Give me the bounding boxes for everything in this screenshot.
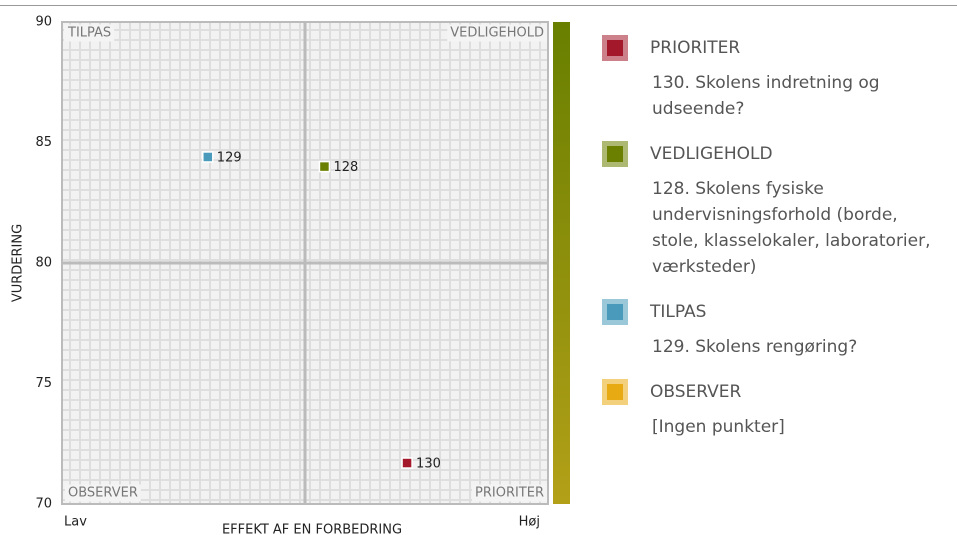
point-label: 129 — [217, 150, 242, 165]
quadrant-label-bg — [64, 24, 115, 42]
y-tick-label: 70 — [35, 497, 52, 512]
point — [202, 151, 214, 163]
legend-item: OBSERVER [Ingen punkter] — [602, 378, 942, 440]
legend-description: 129. Skolens rengøring? — [652, 337, 858, 357]
point-label: 130 — [416, 457, 441, 472]
x-tick-label: Høj — [519, 515, 540, 530]
quadrant-label-bg — [472, 484, 547, 502]
y-tick-label: 85 — [35, 135, 52, 150]
legend-description: 130. Skolens indretning og udseende? — [652, 73, 880, 119]
y-axis-label: VURDERING — [11, 224, 26, 302]
quadrant-label: VEDLIGEHOLD — [450, 26, 544, 41]
legend-swatch-inner — [607, 146, 623, 162]
legend-name: PRIORITER — [650, 38, 741, 58]
legend-head: OBSERVER — [602, 378, 942, 406]
legend-description: 128. Skolens fysiske undervisningsforhol… — [652, 179, 931, 277]
top-rule — [0, 5, 957, 6]
legend: PRIORITER 130. Skolens indretning og udse… — [602, 34, 942, 458]
legend-item: VEDLIGEHOLD 128. Skolens fysiske undervis… — [602, 140, 942, 280]
gradient-bar — [553, 22, 570, 504]
legend-head: VEDLIGEHOLD — [602, 140, 942, 168]
legend-swatch — [602, 299, 628, 325]
point-label: 128 — [333, 160, 358, 175]
y-tick-label: 75 — [35, 376, 52, 391]
chart: VURDERING EFFEKT AF EN FORBEDRING 70 75 80… — [11, 15, 570, 535]
legend-swatch — [602, 35, 628, 61]
quadrant-label: PRIORITER — [475, 486, 544, 501]
quadrant-label: OBSERVER — [68, 486, 138, 501]
x-axis-label: EFFEKT AF EN FORBEDRING — [222, 523, 402, 535]
legend-head: TILPAS — [602, 298, 942, 326]
quadrant-label-bg — [65, 484, 141, 502]
legend-swatch-inner — [607, 40, 623, 56]
legend-head: PRIORITER — [602, 34, 942, 62]
point — [318, 160, 331, 173]
legend-item: PRIORITER 130. Skolens indretning og udse… — [602, 34, 942, 122]
y-tick-label: 80 — [35, 256, 52, 271]
point — [401, 457, 413, 469]
legend-description: [Ingen punkter] — [652, 417, 785, 437]
legend-swatch — [602, 141, 628, 167]
legend-swatch-inner — [607, 384, 623, 400]
y-tick-label: 90 — [35, 15, 52, 30]
quadrant-label-bg — [447, 24, 547, 42]
legend-name: TILPAS — [650, 302, 707, 322]
legend-swatch — [602, 379, 628, 405]
legend-name: OBSERVER — [650, 382, 742, 402]
legend-item: TILPAS 129. Skolens rengøring? — [602, 298, 942, 360]
legend-name: VEDLIGEHOLD — [650, 144, 773, 164]
x-tick-label: Lav — [64, 515, 87, 530]
legend-swatch-inner — [607, 304, 623, 320]
quadrant-label: TILPAS — [67, 26, 111, 41]
